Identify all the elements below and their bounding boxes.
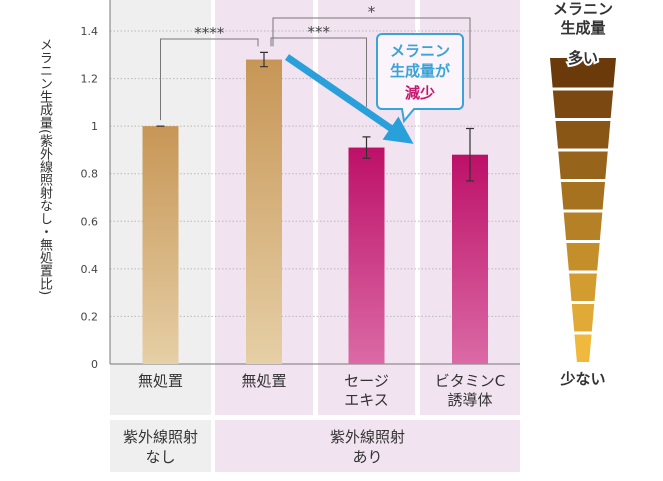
significance-label: *: [368, 3, 376, 21]
scale-high-label: 多い: [568, 49, 598, 67]
category-cell: [110, 364, 211, 415]
group-label: なし: [145, 448, 175, 466]
category-label: 誘導体: [447, 391, 492, 409]
category-cell: [215, 364, 313, 415]
scale-segment: [574, 334, 592, 362]
significance-label: ****: [194, 24, 225, 42]
group-cell: [110, 420, 211, 472]
group-label: あり: [352, 448, 382, 466]
error-bar: [260, 51, 268, 68]
callout-box: [376, 33, 464, 124]
group-cell: [215, 420, 520, 472]
significance-bracket: [270, 37, 367, 107]
scale-segment: [558, 151, 608, 179]
y-tick-label: 1.2: [81, 73, 99, 86]
category-label: セージ: [344, 372, 389, 390]
significance-bracket: [160, 38, 259, 121]
scale-low-label: 少ない: [559, 370, 605, 388]
y-axis-label: メラニン生成量(紫外線照射なし・無処置比): [37, 38, 52, 296]
scale-segment: [555, 121, 611, 149]
scale-segment: [571, 304, 595, 332]
bar: [348, 147, 385, 364]
category-label: エキス: [344, 391, 389, 409]
y-tick-label: 0: [91, 358, 98, 371]
y-tick-label: 0.4: [81, 263, 99, 276]
scale-segment: [569, 273, 597, 301]
group-label: 紫外線照射: [330, 428, 405, 446]
category-cell: [318, 364, 415, 415]
scale-segment: [560, 182, 606, 210]
y-tick-label: 1: [91, 120, 98, 133]
y-tick-label: 0.6: [81, 215, 99, 228]
group-label: 紫外線照射: [123, 428, 198, 446]
scale-segment: [563, 212, 603, 240]
callout-emphasis: 減少: [405, 84, 435, 102]
error-bar: [362, 136, 371, 159]
bar: [246, 59, 282, 365]
decrease-arrow-icon: [285, 54, 414, 144]
callout-text: メラニン: [390, 42, 450, 60]
y-tick-label: 0.8: [81, 168, 99, 181]
scale-segment: [552, 90, 614, 118]
significance-label: ***: [308, 23, 331, 41]
y-tick-label: 0.2: [81, 310, 99, 323]
callout-text: 生成量が: [390, 62, 451, 80]
category-label: 無処置: [138, 372, 183, 390]
scale-segment: [566, 243, 600, 271]
scale-segment: [550, 58, 616, 88]
bar: [452, 154, 488, 364]
category-label: 無処置: [241, 372, 286, 390]
bar: [142, 126, 179, 365]
scale-title: メラニン: [553, 0, 613, 18]
category-cell: [420, 364, 520, 415]
scale-title: 生成量: [560, 19, 605, 37]
error-bar: [466, 127, 474, 182]
category-label: ビタミンC: [435, 372, 505, 390]
significance-bracket: [272, 17, 471, 99]
y-tick-label: 1.4: [81, 25, 99, 38]
